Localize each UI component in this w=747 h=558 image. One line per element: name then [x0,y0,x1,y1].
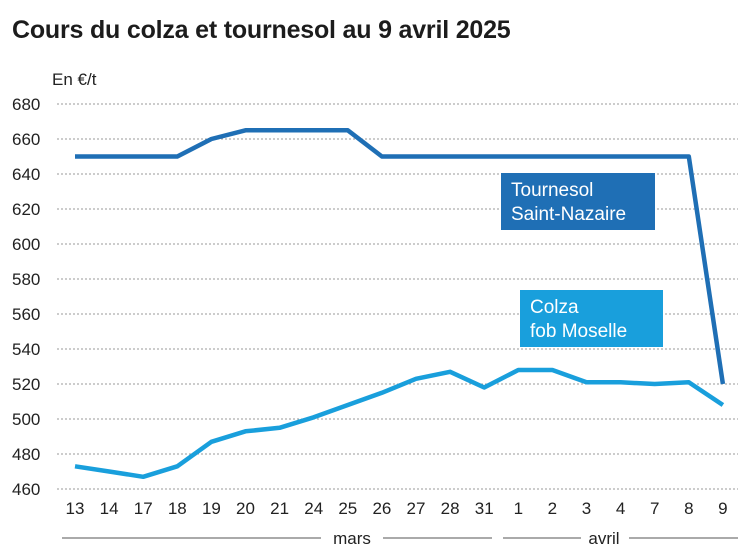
y-axis-unit: En €/t [52,70,97,89]
series-label-text: Saint-Nazaire [511,204,626,225]
month-label-avril: avril [588,529,619,548]
series-line-tournesol [75,128,726,385]
x-tick-label: 25 [338,499,357,518]
y-axis: 460 480 500 520 540 560 580 600 620 640 660 680 [12,95,40,499]
y-tick-label: 540 [12,340,40,359]
series-label-tournesol: Tournesol Saint-Nazaire [501,173,655,230]
month-label-mars: mars [333,529,371,548]
x-tick-label: 2 [548,499,557,518]
chart-title: Cours du colza et tournesol au 9 avril 2… [12,16,511,44]
series-labels: Tournesol Saint-Nazaire Colza fob Moselle [501,173,663,347]
series-label-text: Tournesol [511,180,593,201]
series-label-box [501,173,655,230]
x-tick-label: 24 [304,499,323,518]
series-lines [74,128,726,480]
x-tick-label: 9 [718,499,727,518]
x-tick-label: 18 [168,499,187,518]
y-tick-label: 600 [12,235,40,254]
x-tick-label: 21 [270,499,289,518]
x-tick-label: 14 [100,499,119,518]
x-tick-label: 13 [66,499,85,518]
x-tick-label: 3 [582,499,591,518]
series-label-colza: Colza fob Moselle [520,290,663,347]
y-tick-label: 520 [12,375,40,394]
x-tick-label: 27 [407,499,426,518]
series-line-colza [74,367,725,480]
series-label-text: Colza [530,297,579,318]
y-tick-label: 680 [12,95,40,114]
x-tick-label: 19 [202,499,221,518]
y-tick-label: 620 [12,200,40,219]
y-tick-label: 660 [12,130,40,149]
x-tick-label: 4 [616,499,625,518]
y-tick-label: 580 [12,270,40,289]
month-axis: mars avril [62,529,738,548]
y-tick-label: 500 [12,410,40,429]
x-tick-label: 7 [650,499,659,518]
x-tick-label: 31 [475,499,494,518]
x-tick-label: 8 [684,499,693,518]
x-tick-label: 1 [514,499,523,518]
series-label-box [520,290,663,347]
y-tick-label: 560 [12,305,40,324]
x-tick-label: 17 [134,499,153,518]
y-tick-label: 640 [12,165,40,184]
y-tick-label: 460 [12,480,40,499]
x-tick-label: 26 [372,499,391,518]
y-tick-label: 480 [12,445,40,464]
x-tick-label: 28 [441,499,460,518]
x-tick-label: 20 [236,499,255,518]
x-axis: 13 14 17 18 19 20 21 24 25 26 27 28 31 1 2 3 4 7 8 9 [66,499,728,518]
series-label-text: fob Moselle [530,321,627,342]
